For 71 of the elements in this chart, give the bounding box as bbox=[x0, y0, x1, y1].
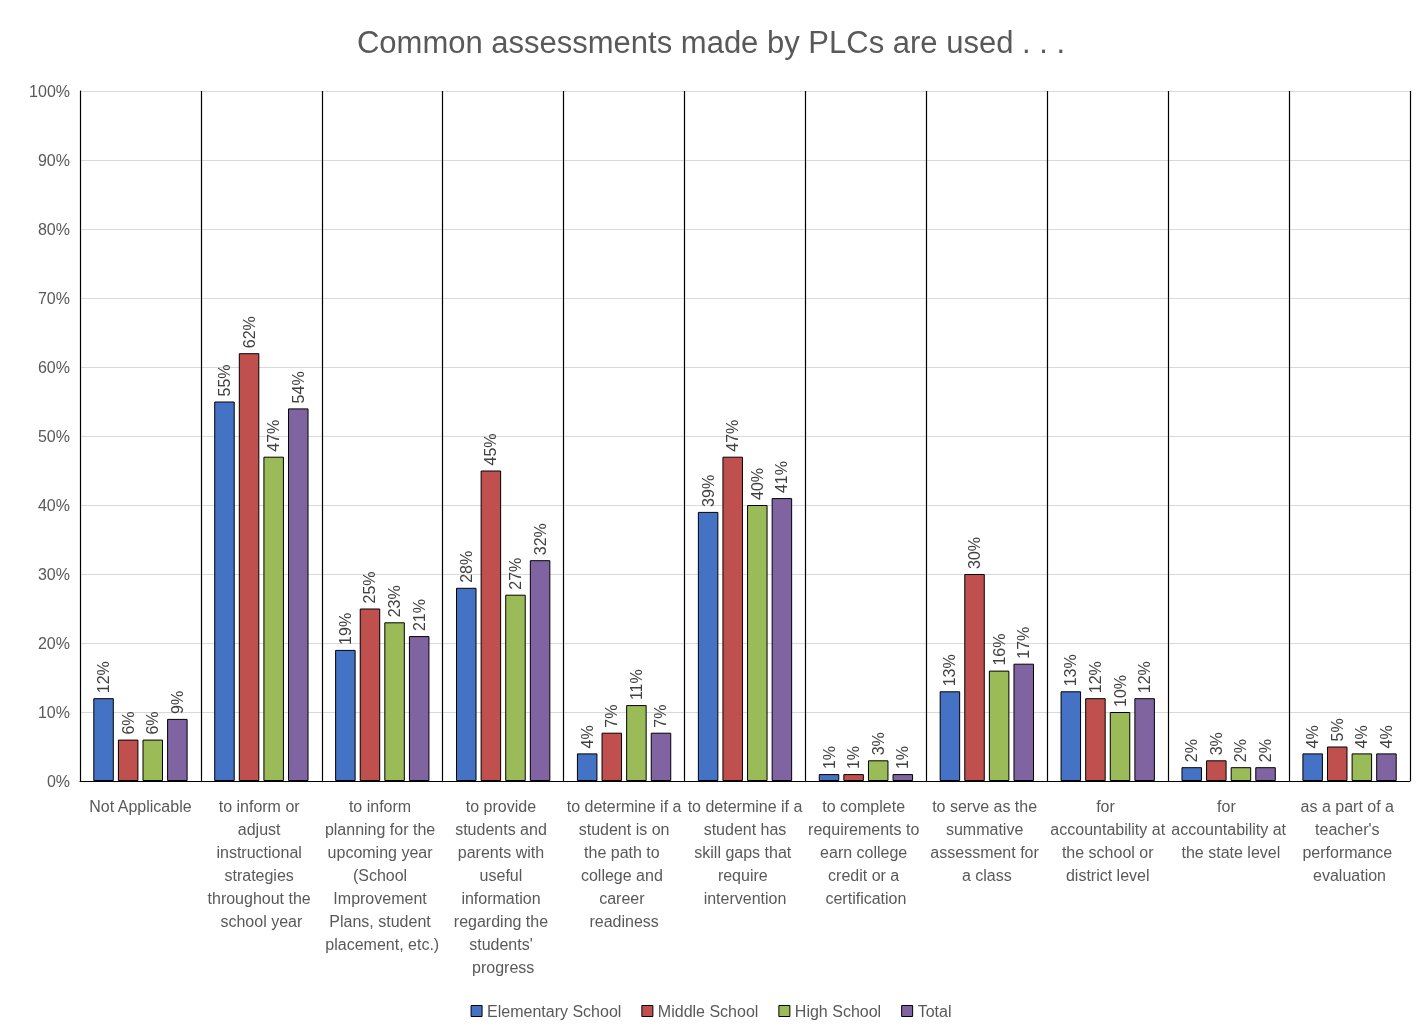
data-label: 41% bbox=[773, 461, 791, 494]
legend-label: High School bbox=[794, 1002, 882, 1020]
y-tick-label: 100% bbox=[29, 82, 70, 100]
data-label: 16% bbox=[990, 633, 1008, 666]
x-tick-label: for accountability at the state level bbox=[1171, 798, 1287, 861]
data-label: 21% bbox=[410, 599, 428, 632]
x-tick-label: to complete requirements to earn college credit or a certification bbox=[808, 798, 924, 907]
data-label: 10% bbox=[1111, 674, 1129, 707]
data-label: 12% bbox=[95, 661, 113, 694]
data-label: 54% bbox=[289, 371, 307, 404]
data-label: 1% bbox=[894, 745, 912, 770]
legend-label: Middle School bbox=[657, 1002, 759, 1020]
data-label: 7% bbox=[652, 704, 670, 728]
legend-label: Elementary School bbox=[487, 1002, 622, 1020]
data-label: 30% bbox=[966, 536, 984, 569]
data-label: 9% bbox=[168, 690, 186, 714]
x-tick-label: for accountability at the school or district level bbox=[1050, 798, 1166, 884]
data-label: 40% bbox=[748, 467, 766, 500]
data-label: 11% bbox=[627, 669, 645, 701]
data-label: 4% bbox=[1377, 725, 1395, 749]
data-label: 39% bbox=[699, 474, 717, 507]
data-label: 2% bbox=[1183, 739, 1201, 763]
data-label: 1% bbox=[820, 745, 838, 770]
data-label: 23% bbox=[386, 585, 404, 618]
y-tick-label: 0% bbox=[46, 772, 70, 790]
data-label: 5% bbox=[1328, 718, 1346, 742]
chart-title: Common assessments made by PLCs are used . . . bbox=[356, 25, 1066, 60]
x-tick-label: to inform planning for the upcoming year (School Improvement Plans, student placement, etc.) bbox=[324, 798, 440, 953]
x-tick-label: to determine if a student has skill gaps that require intervention bbox=[687, 798, 803, 907]
y-tick-label: 10% bbox=[37, 703, 70, 721]
x-tick-label: to provide students and parents with useful information regarding the students' progress bbox=[453, 798, 553, 976]
y-tick-label: 80% bbox=[37, 220, 70, 238]
data-label: 7% bbox=[603, 704, 621, 728]
data-label: 47% bbox=[265, 419, 283, 452]
data-label: 2% bbox=[1257, 739, 1275, 763]
data-label: 4% bbox=[578, 725, 596, 749]
y-tick-label: 90% bbox=[37, 151, 70, 169]
data-label: 27% bbox=[506, 557, 524, 590]
data-label: 4% bbox=[1353, 725, 1371, 749]
y-tick-label: 70% bbox=[37, 289, 70, 307]
data-label: 6% bbox=[119, 711, 137, 735]
data-label: 32% bbox=[531, 523, 549, 556]
data-label: 25% bbox=[361, 571, 379, 604]
data-label: 3% bbox=[1207, 732, 1225, 756]
y-tick-label: 20% bbox=[37, 634, 70, 652]
data-label: 12% bbox=[1136, 661, 1154, 694]
data-label: 3% bbox=[869, 732, 887, 756]
x-tick-label: Not Applicable bbox=[89, 798, 192, 815]
data-label: 6% bbox=[144, 711, 162, 735]
data-label: 28% bbox=[457, 550, 475, 583]
data-label: 13% bbox=[941, 654, 959, 687]
data-label: 47% bbox=[724, 419, 742, 452]
legend-label: Total bbox=[917, 1002, 952, 1020]
data-label: 17% bbox=[1015, 626, 1033, 659]
data-label: 19% bbox=[336, 612, 354, 645]
data-label: 1% bbox=[845, 745, 863, 770]
data-label: 2% bbox=[1232, 739, 1250, 763]
data-label: 13% bbox=[1062, 654, 1080, 687]
x-tick-label: to inform or adjust instructional strategies throughout the school year bbox=[207, 798, 316, 930]
y-tick-label: 30% bbox=[37, 565, 70, 583]
data-label: 4% bbox=[1304, 725, 1322, 749]
x-tick-label: to serve as the summative assessment for a class bbox=[930, 798, 1044, 884]
data-label: 62% bbox=[240, 316, 258, 349]
y-tick-label: 50% bbox=[37, 427, 70, 445]
data-label: 55% bbox=[215, 364, 233, 397]
data-label: 45% bbox=[482, 433, 500, 466]
x-tick-label: to determine if a student is on the path to college and career readiness bbox=[566, 798, 682, 930]
x-tick-label: as a part of a teacher's performance evaluation bbox=[1300, 798, 1399, 884]
y-tick-label: 60% bbox=[37, 358, 70, 376]
data-label: 12% bbox=[1086, 661, 1104, 694]
y-tick-label: 40% bbox=[37, 496, 70, 514]
